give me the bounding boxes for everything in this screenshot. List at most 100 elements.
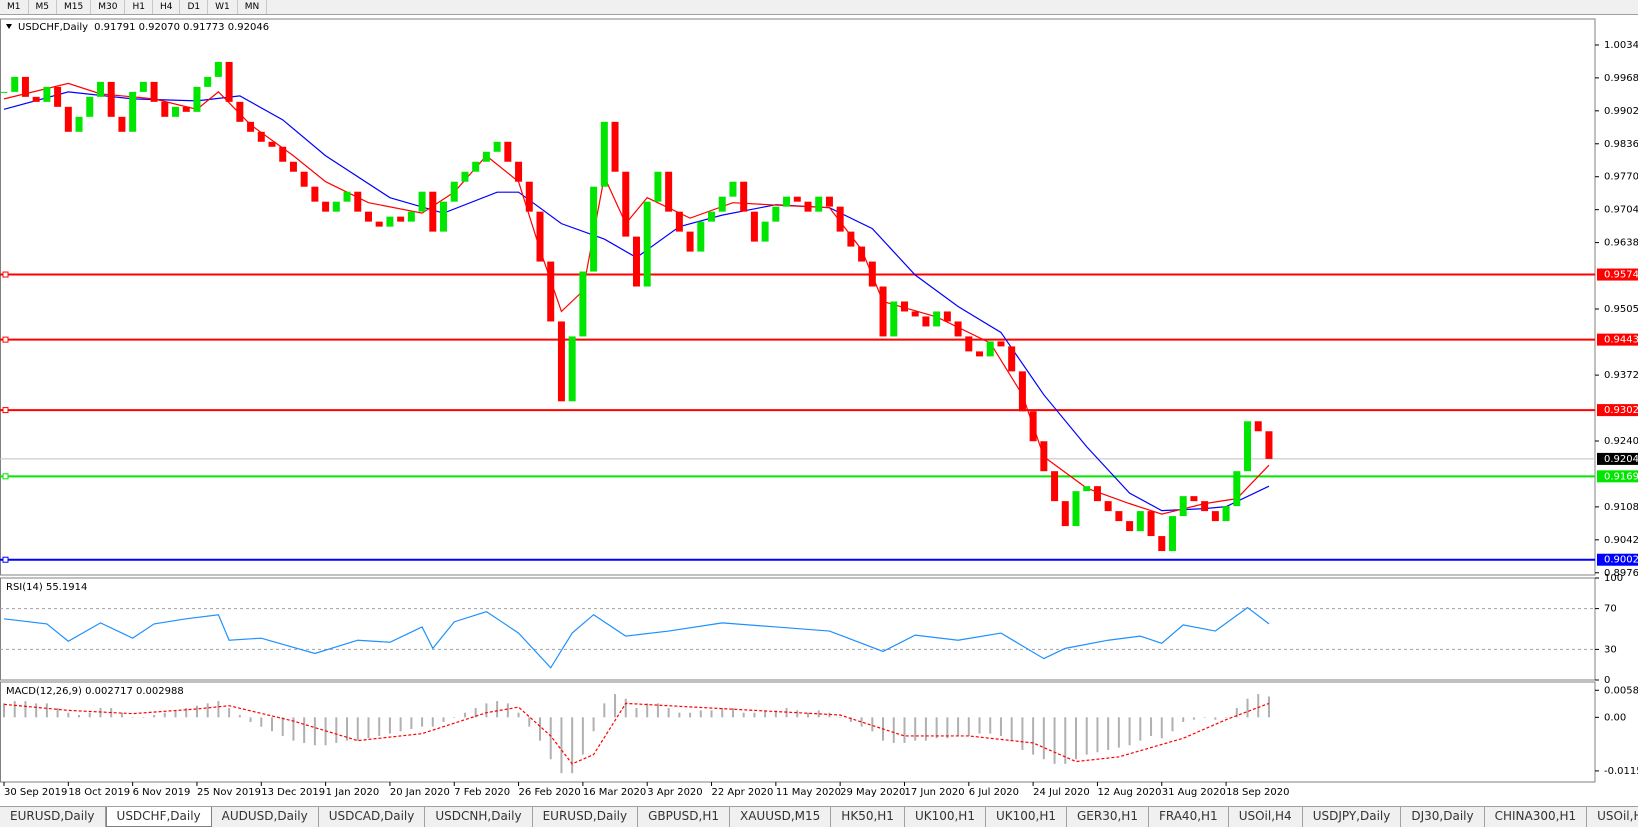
candle-body	[204, 76, 212, 87]
level-label-box	[1597, 268, 1638, 281]
candle-body	[107, 81, 115, 117]
candle-body	[686, 231, 694, 252]
chart-tab[interactable]: GBPUSD,H1	[638, 807, 730, 827]
timeframe-button[interactable]: M5	[29, 0, 57, 14]
candle-body	[193, 86, 201, 112]
chart-tab[interactable]: DJ30,Daily	[1401, 807, 1485, 827]
chart-tab[interactable]: USOil,H	[1587, 807, 1638, 827]
candle-body	[32, 96, 40, 102]
macd-bar	[271, 717, 273, 732]
chart-tab[interactable]: UK100,H1	[986, 807, 1067, 827]
candle-body	[54, 86, 62, 107]
candle-body	[375, 221, 383, 227]
macd-bar	[206, 703, 209, 718]
indicator-title: RSI(14) 55.1914	[6, 582, 87, 593]
candle-body	[279, 146, 287, 162]
macd-bar	[924, 717, 927, 741]
candle-body	[118, 116, 126, 132]
timeframe-button[interactable]: H1	[125, 0, 153, 14]
chart-tab[interactable]: FRA40,H1	[1149, 807, 1229, 827]
macd-bar	[1182, 717, 1185, 722]
chart-tab[interactable]: EURUSD,Daily	[533, 807, 639, 827]
macd-bar	[367, 717, 370, 739]
candle-body	[440, 201, 448, 232]
chart-tab[interactable]: USDJPY,Daily	[1303, 807, 1402, 827]
timeframe-button[interactable]: M15	[57, 0, 92, 14]
candle-body	[1233, 471, 1241, 507]
macd-bar	[88, 712, 91, 718]
chart-tab[interactable]: XAUUSD,M15	[730, 807, 832, 827]
chart-tab[interactable]: CHINA300,H1	[1485, 807, 1588, 827]
macd-bar	[1010, 717, 1013, 741]
candle-body	[21, 76, 29, 97]
candle-body	[407, 211, 415, 222]
x-tick-label: 30 Sep 2019	[4, 787, 67, 798]
x-tick-label: 16 Mar 2020	[583, 787, 646, 798]
chart-tab[interactable]: GER30,H1	[1067, 807, 1149, 827]
macd-bar	[807, 712, 809, 718]
level-label: 0.93024	[1604, 405, 1638, 416]
chart-tab[interactable]: USDCAD,Daily	[319, 807, 426, 827]
macd-bar	[796, 710, 799, 718]
level-label: 0.94436	[1604, 335, 1638, 346]
timeframe-button[interactable]: M30	[91, 0, 126, 14]
candle-body	[847, 231, 855, 247]
chart-tab[interactable]: UK100,H1	[905, 807, 986, 827]
candle-body	[825, 196, 833, 207]
candle-body	[429, 191, 437, 232]
candle-body	[1190, 496, 1198, 502]
x-tick-label: 31 Aug 2020	[1162, 787, 1226, 798]
chart-tab[interactable]: HK50,H1	[831, 807, 905, 827]
macd-bar	[667, 708, 670, 718]
timeframe-button[interactable]: MN	[238, 0, 268, 14]
candle-body	[954, 321, 962, 337]
timeframe-button[interactable]: M1	[0, 0, 29, 14]
macd-bar	[1246, 698, 1249, 718]
macd-signal	[3, 702, 1270, 765]
x-tick-label: 7 Feb 2020	[454, 787, 510, 798]
timeframe-button[interactable]: D1	[180, 0, 209, 14]
macd-bar	[1160, 717, 1163, 739]
macd-bar	[292, 717, 295, 741]
candle-body	[654, 171, 662, 202]
macd-bar	[174, 710, 177, 718]
macd-bar	[496, 701, 499, 718]
macd-bar	[163, 712, 166, 718]
candle-body	[225, 61, 233, 102]
chart-tab[interactable]: USDCHF,Daily	[105, 807, 212, 827]
candle-body	[1179, 496, 1187, 517]
level-handle	[2, 407, 9, 414]
candle-body	[697, 221, 705, 252]
macd-bar	[1235, 708, 1238, 718]
candle-body	[1083, 486, 1091, 492]
current-price-label: 0.92046	[1604, 454, 1638, 465]
candle-body	[665, 171, 673, 212]
chart-tab[interactable]: USDCNH,Daily	[425, 807, 533, 827]
candle-body	[718, 196, 726, 212]
candle-body	[1136, 511, 1144, 532]
macd-bar	[35, 703, 38, 718]
current-label-box	[1597, 452, 1638, 465]
y-tick-label: 0.91085	[1604, 502, 1638, 513]
macd-bar	[1139, 717, 1142, 741]
macd-bar	[1257, 694, 1260, 718]
chart-tab[interactable]: EURUSD,Daily	[0, 807, 106, 827]
x-tick-label: 12 Aug 2020	[1097, 787, 1161, 798]
candle-body	[986, 341, 994, 357]
macd-bar	[731, 708, 734, 718]
chart-tab[interactable]: USOil,H4	[1229, 807, 1303, 827]
timeframe-button[interactable]: H4	[153, 0, 181, 14]
candle-body	[547, 261, 555, 322]
candle-body	[879, 286, 887, 337]
candle-body	[182, 106, 190, 112]
level-label-box	[1597, 333, 1638, 346]
y-tick-label: 0	[1604, 675, 1610, 686]
chart-tab[interactable]: AUDUSD,Daily	[212, 807, 319, 827]
symbol-menu-arrow	[6, 24, 12, 29]
timeframe-button[interactable]: W1	[208, 0, 238, 14]
y-tick-label: 0.92405	[1604, 436, 1638, 447]
